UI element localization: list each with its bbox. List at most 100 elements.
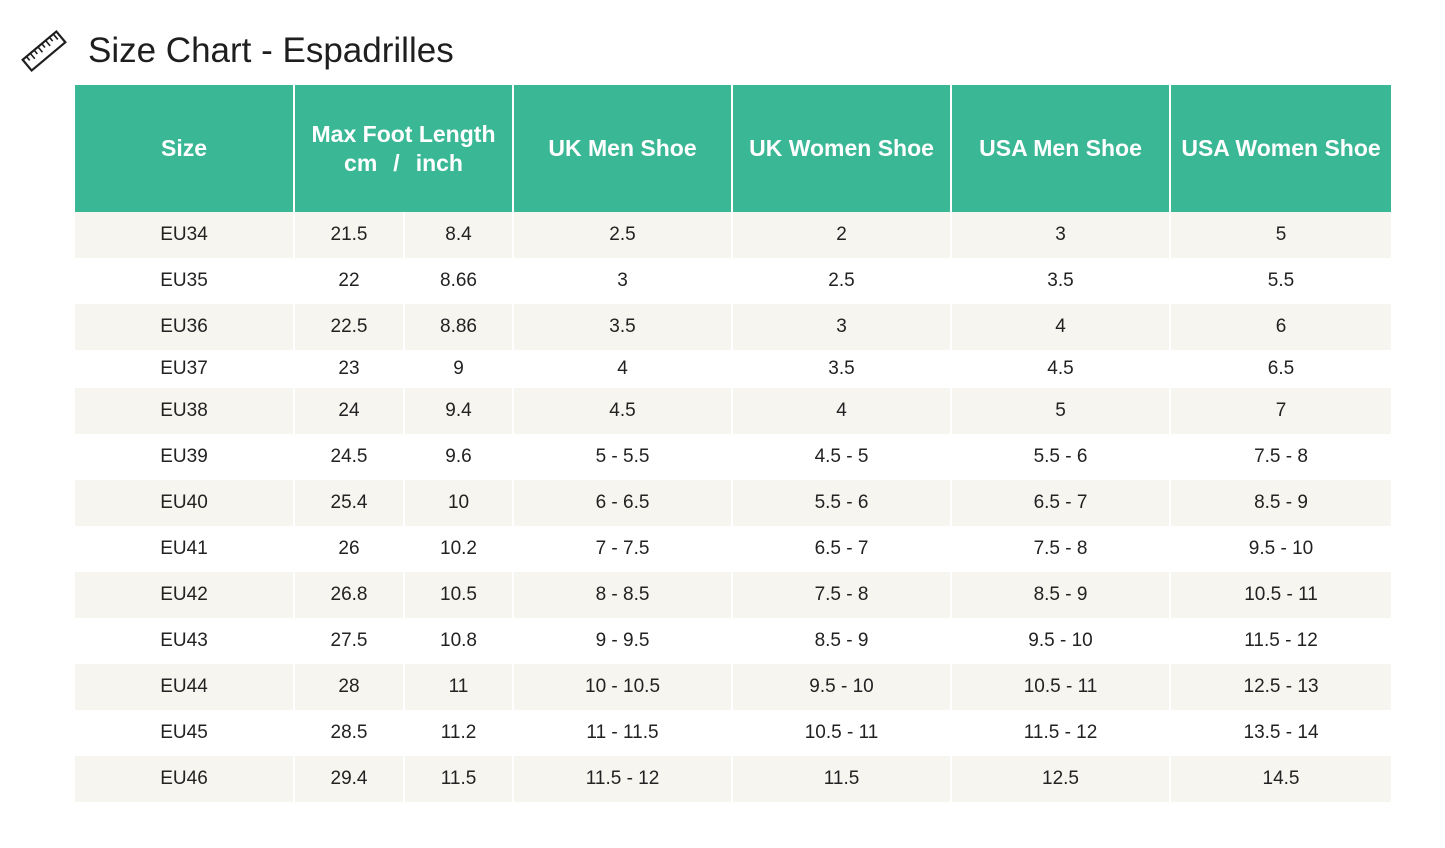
cell-uk-women: 5.5 - 6 <box>733 480 953 526</box>
cell-usa-men: 3.5 <box>952 258 1172 304</box>
cell-uk-women: 9.5 - 10 <box>733 664 953 710</box>
cell-usa-women: 10.5 - 11 <box>1171 572 1392 618</box>
header-unit-cm: cm <box>344 149 378 176</box>
cell-uk-women: 2.5 <box>733 258 953 304</box>
header-foot-length: Max Foot Length cm / inch <box>295 85 515 212</box>
page-title: Size Chart - Espadrilles <box>88 31 454 70</box>
cell-usa-women: 6.5 <box>1171 350 1392 388</box>
header-foot-length-title: Max Foot Length <box>311 120 496 147</box>
cell-inch: 10 <box>405 480 515 526</box>
cell-inch: 8.4 <box>405 212 515 258</box>
cell-uk-men: 2.5 <box>514 212 734 258</box>
cell-cm: 21.5 <box>295 212 405 258</box>
header-uk-men: UK Men Shoe <box>514 85 734 212</box>
cell-size: EU36 <box>75 304 295 350</box>
cell-size: EU46 <box>75 756 295 802</box>
cell-size: EU39 <box>75 434 295 480</box>
cell-inch: 8.86 <box>405 304 515 350</box>
cell-size: EU34 <box>75 212 295 258</box>
cell-uk-women: 7.5 - 8 <box>733 572 953 618</box>
cell-uk-men: 5 - 5.5 <box>514 434 734 480</box>
cell-usa-women: 7 <box>1171 388 1392 434</box>
header-size: Size <box>75 85 295 212</box>
cell-uk-men: 4 <box>514 350 734 388</box>
cell-size: EU44 <box>75 664 295 710</box>
cell-usa-men: 7.5 - 8 <box>952 526 1172 572</box>
cell-uk-women: 4 <box>733 388 953 434</box>
cell-size: EU41 <box>75 526 295 572</box>
cell-inch: 10.8 <box>405 618 515 664</box>
cell-inch: 11.5 <box>405 756 515 802</box>
table-row: EU35 22 8.66 3 2.5 3.5 5.5 <box>75 258 1392 304</box>
cell-size: EU40 <box>75 480 295 526</box>
header-row: Size Max Foot Length cm / inch UK Men Shoe… <box>75 85 1392 212</box>
table-row: EU36 22.5 8.86 3.5 3 4 6 <box>75 304 1392 350</box>
cell-usa-women: 9.5 - 10 <box>1171 526 1392 572</box>
header-uk-women: UK Women Shoe <box>733 85 953 212</box>
cell-inch: 9.4 <box>405 388 515 434</box>
table-row: EU40 25.4 10 6 - 6.5 5.5 - 6 6.5 - 7 8.5 - 9 <box>75 480 1392 526</box>
cell-cm: 25.4 <box>295 480 405 526</box>
cell-inch: 9.6 <box>405 434 515 480</box>
cell-inch: 9 <box>405 350 515 388</box>
table-row: EU43 27.5 10.8 9 - 9.5 8.5 - 9 9.5 - 10 11.5 -… <box>75 618 1392 664</box>
cell-size: EU42 <box>75 572 295 618</box>
cell-uk-women: 10.5 - 11 <box>733 710 953 756</box>
cell-cm: 27.5 <box>295 618 405 664</box>
header-unit-separator: / <box>393 149 400 176</box>
cell-usa-women: 11.5 - 12 <box>1171 618 1392 664</box>
table-row: EU37 23 9 4 3.5 4.5 6.5 <box>75 350 1392 388</box>
table-row: EU42 26.8 10.5 8 - 8.5 7.5 - 8 8.5 - 9 10.5 - … <box>75 572 1392 618</box>
cell-cm: 28 <box>295 664 405 710</box>
cell-uk-women: 3 <box>733 304 953 350</box>
cell-uk-men: 7 - 7.5 <box>514 526 734 572</box>
cell-uk-men: 3.5 <box>514 304 734 350</box>
cell-cm: 24.5 <box>295 434 405 480</box>
cell-usa-men: 5 <box>952 388 1172 434</box>
cell-uk-men: 8 - 8.5 <box>514 572 734 618</box>
cell-uk-men: 3 <box>514 258 734 304</box>
table-row: EU41 26 10.2 7 - 7.5 6.5 - 7 7.5 - 8 9.5 - 10 <box>75 526 1392 572</box>
ruler-icon <box>20 27 68 75</box>
table-row: EU46 29.4 11.5 11.5 - 12 11.5 12.5 14.5 <box>75 756 1392 802</box>
cell-usa-men: 4 <box>952 304 1172 350</box>
cell-size: EU38 <box>75 388 295 434</box>
cell-usa-men: 9.5 - 10 <box>952 618 1172 664</box>
cell-cm: 29.4 <box>295 756 405 802</box>
cell-uk-men: 6 - 6.5 <box>514 480 734 526</box>
size-table-body: EU34 21.5 8.4 2.5 2 3 5 EU35 22 8.66 3 2.5 3.5 5.5 EU3… <box>75 212 1392 802</box>
cell-usa-men: 8.5 - 9 <box>952 572 1172 618</box>
cell-cm: 26.8 <box>295 572 405 618</box>
cell-cm: 22 <box>295 258 405 304</box>
cell-uk-women: 6.5 - 7 <box>733 526 953 572</box>
header-foot-length-units: cm / inch <box>303 149 504 178</box>
cell-usa-men: 6.5 - 7 <box>952 480 1172 526</box>
cell-usa-men: 4.5 <box>952 350 1172 388</box>
cell-uk-men: 11 - 11.5 <box>514 710 734 756</box>
title-row: Size Chart - Espadrilles <box>20 26 454 76</box>
cell-size: EU35 <box>75 258 295 304</box>
cell-usa-men: 5.5 - 6 <box>952 434 1172 480</box>
header-unit-inch: inch <box>415 149 463 176</box>
cell-usa-men: 12.5 <box>952 756 1172 802</box>
cell-inch: 11.2 <box>405 710 515 756</box>
cell-inch: 8.66 <box>405 258 515 304</box>
cell-size: EU45 <box>75 710 295 756</box>
header-usa-women: USA Women Shoe <box>1171 85 1392 212</box>
cell-usa-women: 8.5 - 9 <box>1171 480 1392 526</box>
cell-cm: 28.5 <box>295 710 405 756</box>
cell-cm: 24 <box>295 388 405 434</box>
cell-uk-men: 11.5 - 12 <box>514 756 734 802</box>
cell-cm: 26 <box>295 526 405 572</box>
cell-uk-women: 8.5 - 9 <box>733 618 953 664</box>
header-usa-men: USA Men Shoe <box>952 85 1172 212</box>
table-row: EU38 24 9.4 4.5 4 5 7 <box>75 388 1392 434</box>
table-row: EU45 28.5 11.2 11 - 11.5 10.5 - 11 11.5 - 12 1… <box>75 710 1392 756</box>
cell-usa-women: 7.5 - 8 <box>1171 434 1392 480</box>
cell-usa-women: 5.5 <box>1171 258 1392 304</box>
cell-uk-women: 2 <box>733 212 953 258</box>
table-row: EU44 28 11 10 - 10.5 9.5 - 10 10.5 - 11 12.5 -… <box>75 664 1392 710</box>
table-row: EU34 21.5 8.4 2.5 2 3 5 <box>75 212 1392 258</box>
cell-usa-men: 11.5 - 12 <box>952 710 1172 756</box>
